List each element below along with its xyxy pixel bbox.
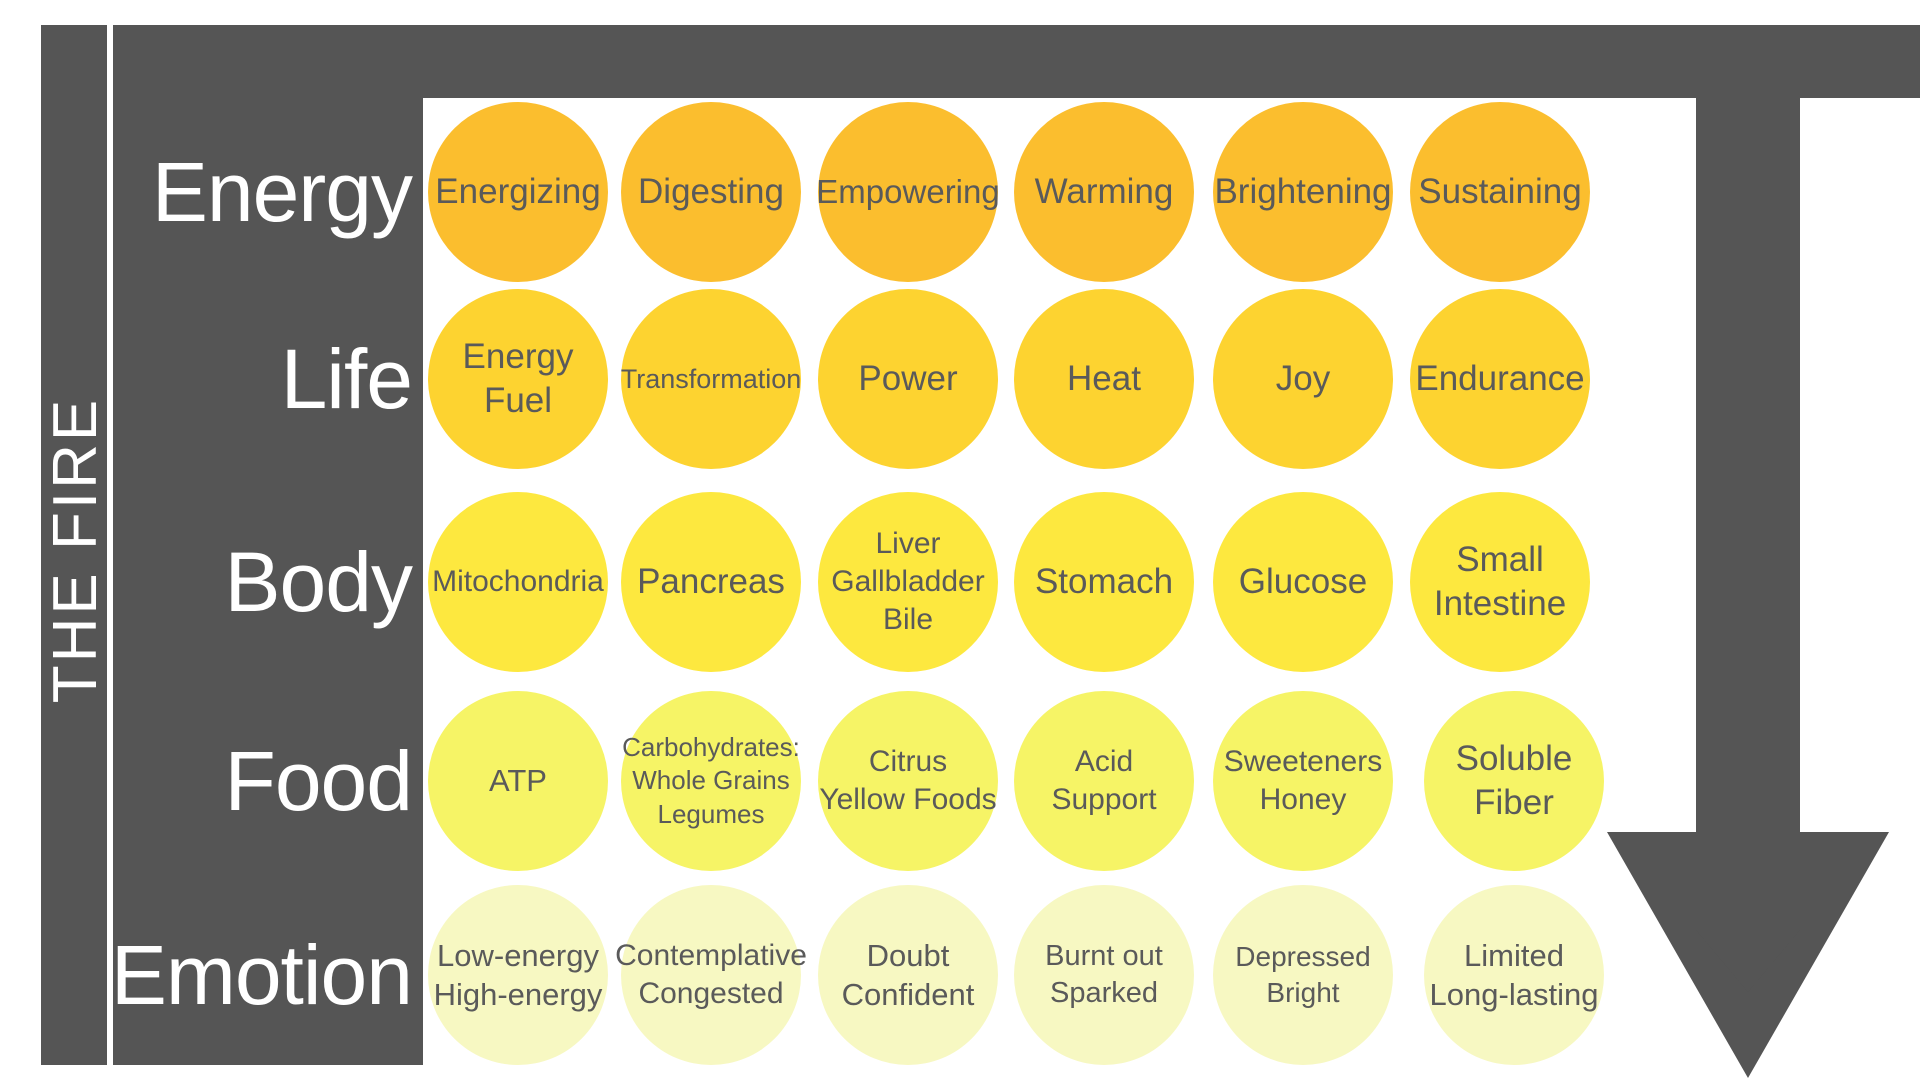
- circle-text: Doubt: [866, 937, 950, 973]
- circle-text: Liver: [875, 526, 941, 560]
- circle-text: Burnt out: [1045, 940, 1163, 973]
- circle-text: Carbohydrates:: [622, 732, 800, 763]
- concept-circle: Energy Fuel: [428, 289, 608, 469]
- concept-circle: Carbohydrates: Whole Grains Legumes: [621, 691, 801, 871]
- circle-text: Sweeteners: [1223, 744, 1383, 778]
- concept-circle: Small Intestine: [1410, 492, 1590, 672]
- concept-circle: Limited Long-lasting: [1424, 885, 1604, 1065]
- circle-text: Fuel: [483, 381, 553, 420]
- concept-circle: Empowering: [816, 102, 1000, 282]
- circle-text: Legumes: [657, 798, 765, 829]
- circle-text: Energy: [462, 336, 574, 376]
- circle-text: Yellow Foods: [819, 783, 997, 816]
- concept-circle: Sweeteners Honey: [1213, 691, 1393, 871]
- side-title: THE FIRE: [41, 396, 110, 704]
- concept-circle: Acid Support: [1014, 691, 1194, 871]
- concept-circle: Burnt out Sparked: [1014, 885, 1194, 1065]
- top-band: [41, 25, 1920, 98]
- concept-circle: Low-energy High-energy: [428, 885, 608, 1065]
- circle-text: Small: [1456, 539, 1544, 579]
- concept-circle: Citrus Yellow Foods: [818, 691, 998, 871]
- circle-text: Limited: [1464, 937, 1564, 973]
- circle-text: Bile: [882, 603, 934, 637]
- row-label-life: Life: [280, 332, 413, 426]
- circle-text: Long-lasting: [1429, 977, 1599, 1012]
- circle-text: Transformation: [620, 363, 802, 394]
- circle-text: Honey: [1259, 783, 1347, 816]
- concept-circle: Digesting: [621, 102, 801, 282]
- circle-text: Heat: [1067, 358, 1141, 398]
- circle-text: Confident: [841, 977, 975, 1012]
- circle-text: Support: [1051, 783, 1157, 816]
- concept-circle: Power: [818, 289, 998, 469]
- concept-circle: Liver Gallbladder Bile: [818, 492, 998, 672]
- circle-text: Citrus: [868, 744, 948, 778]
- circle-text: Glucose: [1238, 561, 1368, 601]
- concept-circle: Soluble Fiber: [1424, 691, 1604, 871]
- circle-text: Whole Grains: [632, 765, 790, 796]
- concept-circle: Depressed Bright: [1213, 885, 1393, 1065]
- row-label-emotion: Emotion: [110, 928, 413, 1022]
- concept-circle: Stomach: [1014, 492, 1194, 672]
- circle-text: Digesting: [638, 171, 784, 211]
- circle-text: High-energy: [433, 977, 603, 1012]
- circle-text: Depressed: [1235, 941, 1371, 973]
- row-label-body: Body: [224, 535, 413, 629]
- concept-circle: Heat: [1014, 289, 1194, 469]
- concept-circle: Mitochondria: [428, 492, 608, 672]
- circle-text: Endurance: [1415, 358, 1585, 398]
- circle-text: Power: [858, 358, 958, 398]
- circle-text: Mitochondria: [432, 564, 604, 598]
- circle-text: Contemplative: [615, 938, 807, 972]
- concept-circle: Energizing: [428, 102, 608, 282]
- concept-circle: Endurance: [1410, 289, 1590, 469]
- circle-text: Brightening: [1214, 171, 1392, 211]
- circle-text: Gallbladder: [831, 564, 985, 598]
- circle-text: Low-energy: [437, 937, 599, 973]
- row-label-energy: Energy: [151, 145, 413, 239]
- concept-circle: Joy: [1213, 289, 1393, 469]
- circle-text: Acid: [1074, 744, 1134, 778]
- circle-text: Pancreas: [637, 561, 785, 601]
- circle-text: ATP: [489, 763, 547, 799]
- concept-circle: Doubt Confident: [818, 885, 998, 1065]
- band-divider: [107, 25, 113, 1065]
- row-label-food: Food: [224, 734, 413, 828]
- circle-text: Sustaining: [1418, 171, 1582, 211]
- concept-circle: Pancreas: [621, 492, 801, 672]
- concept-circle: Brightening: [1213, 102, 1393, 282]
- circle-text: Stomach: [1034, 561, 1174, 601]
- circle-text: Joy: [1275, 358, 1331, 398]
- circle-text: Energizing: [435, 171, 601, 211]
- concept-circle: Warming: [1014, 102, 1194, 282]
- circle-text: Fiber: [1474, 783, 1554, 822]
- concept-circle: Contemplative Congested: [615, 885, 807, 1065]
- concept-circle: Glucose: [1213, 492, 1393, 672]
- circle-text: Warming: [1034, 171, 1174, 211]
- concept-circle: Transformation: [621, 289, 801, 469]
- circle-text: Soluble: [1455, 738, 1573, 778]
- circle-text: Bright: [1266, 977, 1340, 1008]
- circle-text: Empowering: [816, 173, 1000, 211]
- concept-circle: ATP: [428, 691, 608, 871]
- circle-text: Intestine: [1433, 584, 1567, 623]
- circle-text: Congested: [638, 977, 784, 1010]
- concept-circle: Sustaining: [1410, 102, 1590, 282]
- circle-text: Sparked: [1049, 977, 1158, 1009]
- left-band: [41, 25, 423, 1065]
